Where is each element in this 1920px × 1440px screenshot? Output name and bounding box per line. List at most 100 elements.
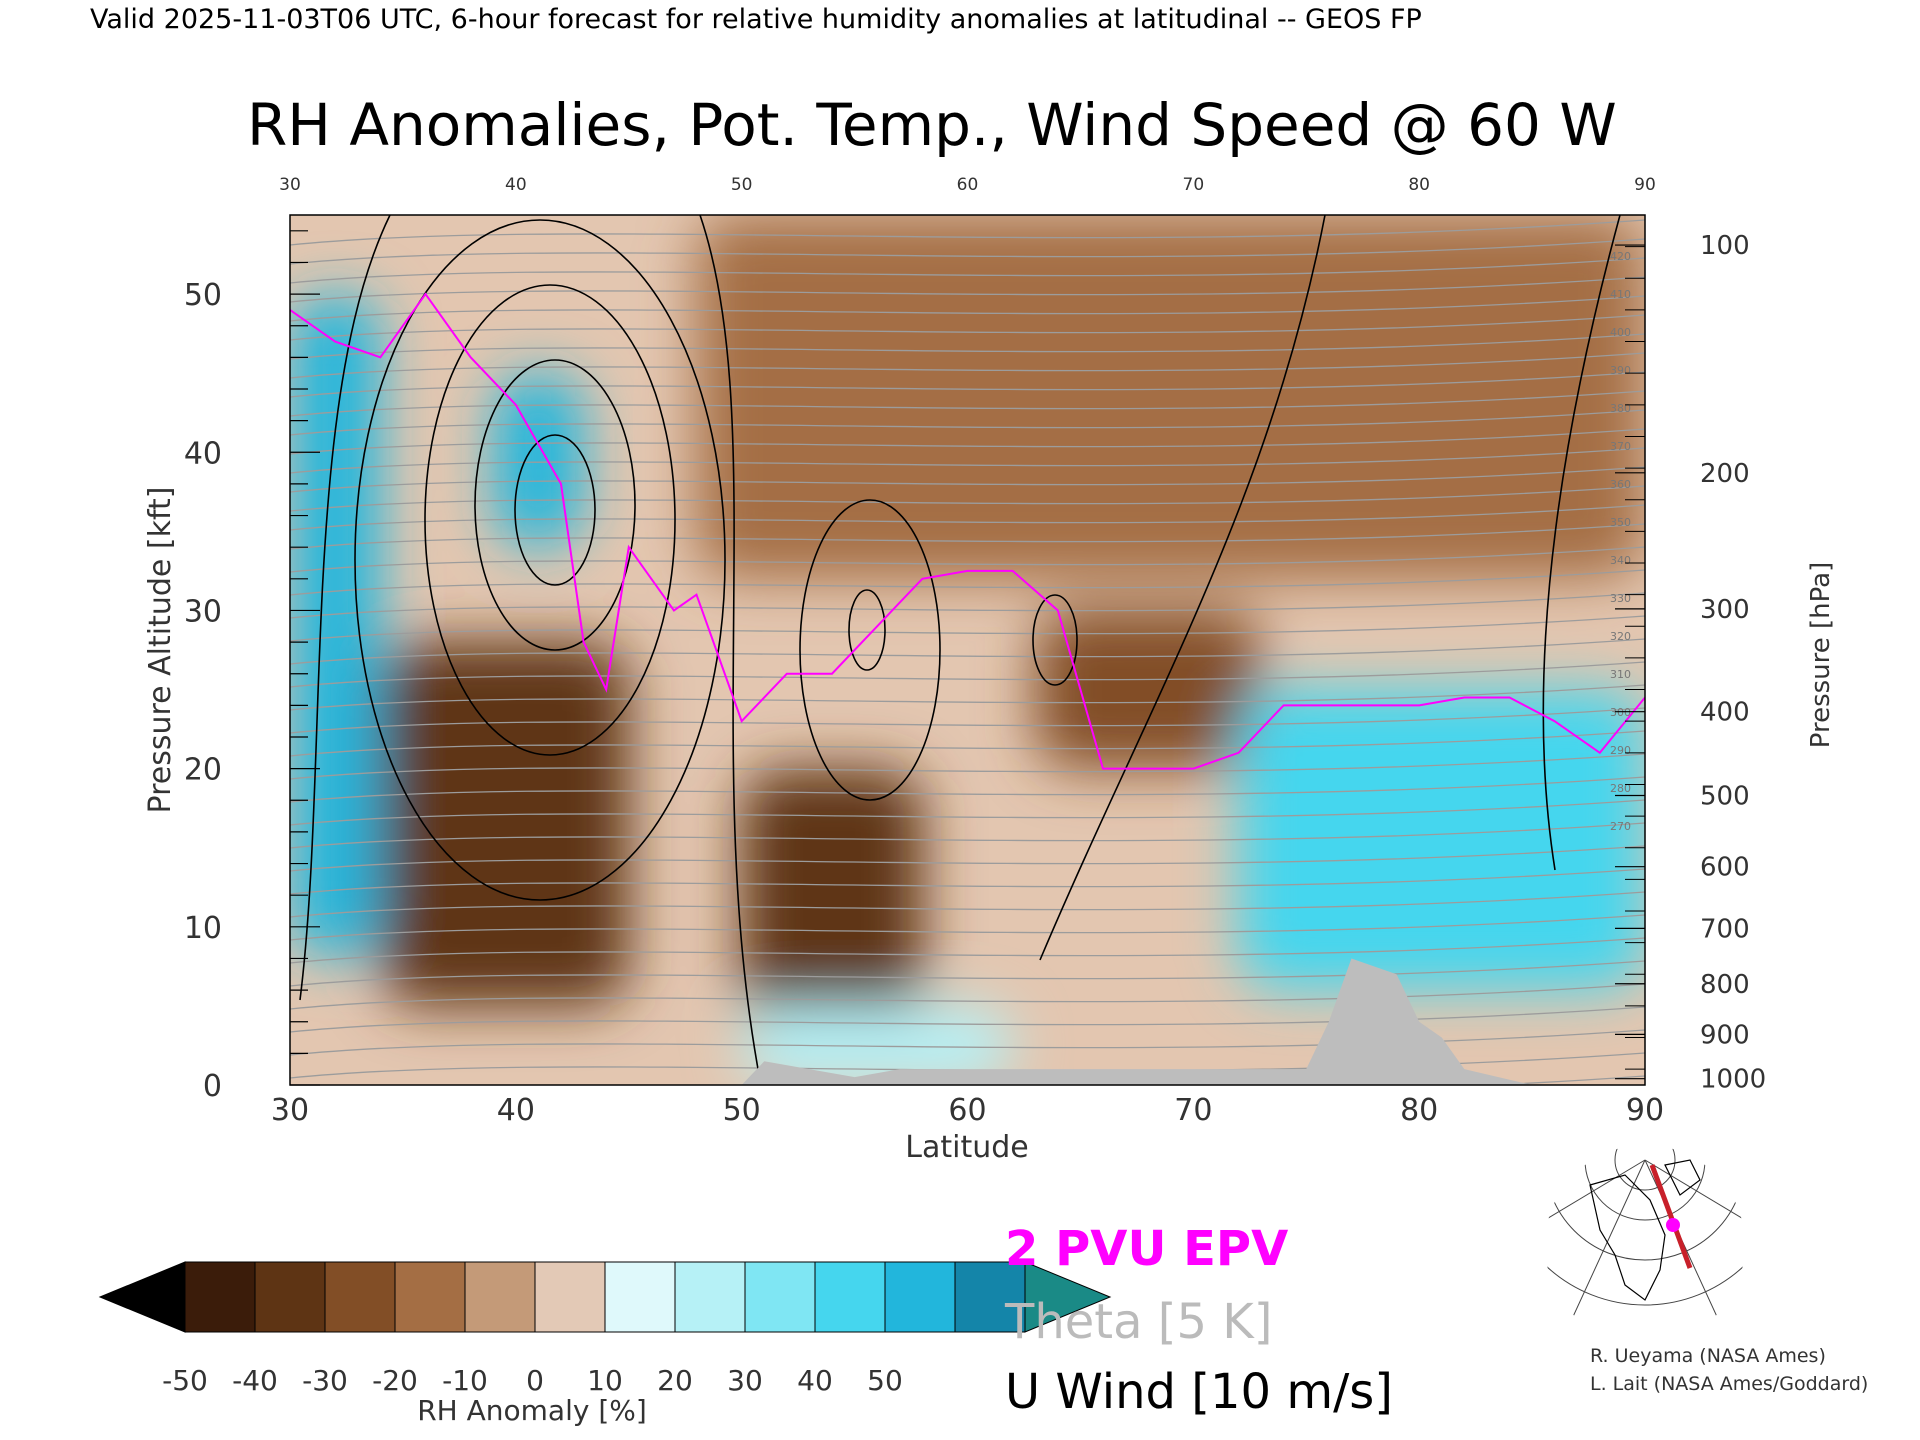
plot-frame <box>289 214 1646 1086</box>
y-tick-label: 40 <box>184 436 222 471</box>
theta-label: 370 <box>1610 440 1631 453</box>
rh-anomaly-region <box>1035 610 1262 769</box>
theta-label: 330 <box>1610 592 1631 605</box>
colorbar-tick-label: 40 <box>797 1364 833 1397</box>
theta-label: 270 <box>1610 820 1631 833</box>
theta-label: 390 <box>1610 364 1631 377</box>
x-tick-label: 40 <box>497 1093 535 1128</box>
colorbar-cell <box>324 1261 396 1333</box>
theta-contour <box>290 845 1645 872</box>
colorbar-cell <box>394 1261 466 1333</box>
theta-contours: 420 410 400 390 380 370 360 350 340 330 320 310 300 2… <box>290 219 1645 1085</box>
colorbar-cell <box>184 1261 256 1333</box>
legend-epv: 2 PVU EPV <box>1005 1221 1288 1277</box>
x-top-tick-label: 30 <box>279 175 301 195</box>
theta-contour <box>290 707 1645 734</box>
theta-contour <box>290 684 1645 711</box>
theta-label: 310 <box>1610 668 1631 681</box>
theta-label: 350 <box>1610 516 1631 529</box>
theta-contour <box>290 295 1645 322</box>
pressure-tick-label: 500 <box>1700 782 1750 812</box>
theta-label: 420 <box>1610 250 1631 263</box>
x-top-tick-label: 50 <box>731 175 753 195</box>
x-tick-label: 50 <box>723 1093 761 1128</box>
colorbar-extend-low <box>98 1261 186 1333</box>
theta-contour <box>290 592 1645 619</box>
x-top-tick-label: 70 <box>1183 175 1205 195</box>
theta-contour <box>290 352 1645 379</box>
x-tick-label: 30 <box>271 1093 309 1128</box>
colorbar-tick-label: -30 <box>302 1364 348 1397</box>
y2-axis-label: Pressure [hPa] <box>1806 562 1836 749</box>
colorbar-extend-high <box>1024 1261 1112 1333</box>
colorbar-cell <box>744 1261 816 1333</box>
colorbar-cell <box>814 1261 886 1333</box>
colorbar-label: RH Anomaly [%] <box>417 1394 647 1427</box>
x-axis-bottom: 30 40 50 60 70 80 90 <box>271 1093 1664 1128</box>
pressure-tick-label: 600 <box>1700 853 1750 883</box>
y-tick-label: 30 <box>184 594 222 629</box>
theta-label: 280 <box>1610 782 1631 795</box>
colorbar-tick-label: 0 <box>526 1364 544 1397</box>
colorbar-tick-label: 10 <box>587 1364 623 1397</box>
theta-label: 380 <box>1610 402 1631 415</box>
theta-contour <box>290 276 1645 303</box>
pressure-tick-label: 100 <box>1700 231 1750 261</box>
colorbar-tick-label: -40 <box>232 1364 278 1397</box>
theta-contour <box>290 447 1645 474</box>
rh-anomaly-region <box>1238 689 1645 991</box>
pressure-tick-label: 800 <box>1700 970 1750 1000</box>
y-tick-label: 20 <box>184 753 222 788</box>
x-axis-top: 30 40 50 60 70 80 90 <box>279 175 1656 195</box>
colorbar-tick-label: 50 <box>867 1364 903 1397</box>
theta-contour <box>290 546 1645 573</box>
theta-contour <box>290 753 1645 780</box>
theta-contour <box>290 238 1645 265</box>
colorbar-cell <box>534 1261 606 1333</box>
wind-contours <box>299 215 1621 1081</box>
theta-contour <box>290 914 1645 941</box>
x-tick-label: 70 <box>1174 1093 1212 1128</box>
colorbar-tick-label: -10 <box>442 1364 488 1397</box>
y-axis-label: Pressure Altitude [kft] <box>143 487 178 814</box>
colorbar-tick-label: -20 <box>372 1364 418 1397</box>
theta-label: 360 <box>1610 478 1631 491</box>
y-tick-label: 10 <box>184 911 222 946</box>
x-axis-label: Latitude <box>905 1130 1028 1165</box>
x-tick-label: 60 <box>948 1093 986 1128</box>
pressure-tick-label: 700 <box>1700 914 1750 944</box>
colorbar-cell <box>464 1261 536 1333</box>
pressure-tick-label: 1000 <box>1700 1065 1766 1095</box>
theta-contour <box>290 504 1645 531</box>
rh-anomaly-field <box>290 215 1645 1085</box>
pressure-tick-label: 200 <box>1700 459 1750 489</box>
colorbar-cell <box>674 1261 746 1333</box>
pressure-tick-label: 400 <box>1700 698 1750 728</box>
theta-contour <box>290 523 1645 550</box>
colorbar-cell <box>604 1261 676 1333</box>
rh-anomaly-region <box>741 768 923 1022</box>
chart-title: RH Anomalies, Pot. Temp., Wind Speed @ 6… <box>247 91 1617 159</box>
theta-contour <box>290 219 1645 246</box>
x-top-tick-label: 80 <box>1408 175 1430 195</box>
colorbar-cell <box>254 1261 326 1333</box>
theta-label: 410 <box>1610 288 1631 301</box>
pressure-tick-label: 300 <box>1700 595 1750 625</box>
theta-contour <box>290 937 1645 964</box>
rh-anomaly-region <box>290 294 381 959</box>
theta-contour <box>290 822 1645 849</box>
rh-anomaly-region <box>493 373 584 548</box>
x-top-tick-label: 40 <box>505 175 527 195</box>
theta-contour <box>290 409 1645 436</box>
x-top-tick-label: 90 <box>1634 175 1656 195</box>
credit-2: L. Lait (NASA Ames/Goddard) <box>1590 1373 1868 1395</box>
theta-label: 340 <box>1610 554 1631 567</box>
plot-area: 420 410 400 390 380 370 360 350 340 330 320 310 300 2… <box>289 214 1646 1086</box>
theta-contour <box>290 569 1645 596</box>
theta-contour <box>290 891 1645 918</box>
theta-label: 320 <box>1610 630 1631 643</box>
colorbar-tick-label: -50 <box>162 1364 208 1397</box>
theta-contour <box>290 333 1645 360</box>
topography <box>741 958 1533 1085</box>
